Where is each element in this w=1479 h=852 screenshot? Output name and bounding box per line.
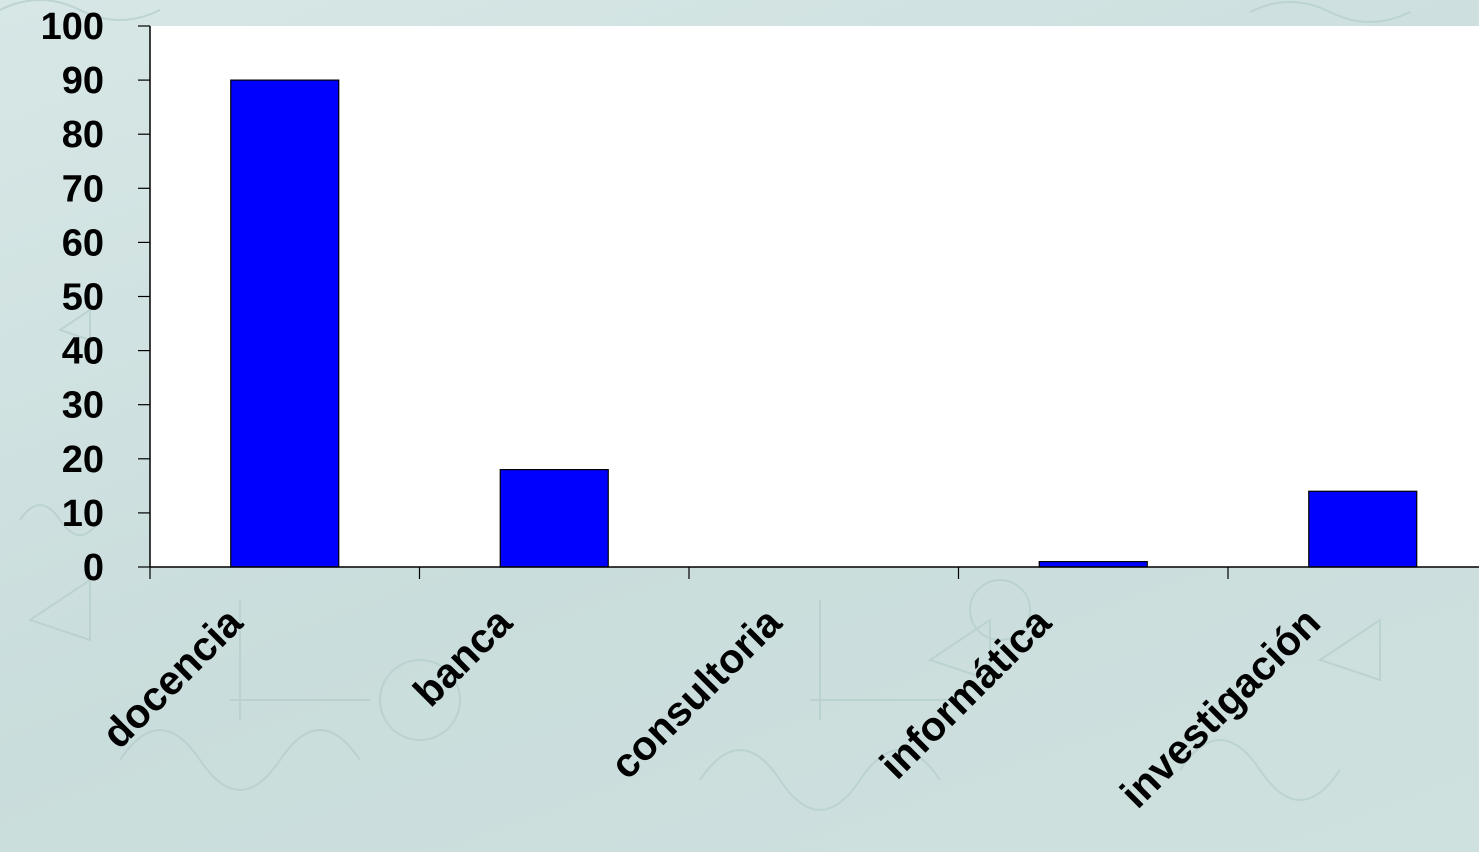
plot-area bbox=[150, 26, 1479, 567]
y-tick-label-30: 30 bbox=[62, 385, 104, 427]
x-tick-label-docencia: docencia bbox=[93, 598, 252, 757]
bar-investigación bbox=[1308, 490, 1418, 568]
x-tick-label-informática: informática bbox=[871, 598, 1061, 788]
x-tick-label-investigación: investigación bbox=[1111, 599, 1329, 817]
y-tick-label-0: 0 bbox=[83, 547, 104, 589]
bar-docencia bbox=[230, 79, 340, 568]
x-axis-category-labels: docencia banca consultoria informática inves… bbox=[93, 598, 1329, 817]
y-tick-label-100: 100 bbox=[41, 6, 104, 48]
y-tick-label-10: 10 bbox=[62, 493, 104, 535]
y-tick-label-40: 40 bbox=[62, 331, 104, 373]
y-tick-label-70: 70 bbox=[62, 168, 104, 210]
y-tick-label-50: 50 bbox=[62, 277, 104, 319]
bar-banca bbox=[499, 469, 609, 568]
x-tick-label-banca: banca bbox=[404, 598, 521, 715]
bars-group bbox=[230, 79, 1418, 568]
x-axis-ticks bbox=[149, 567, 1229, 579]
y-tick-label-90: 90 bbox=[62, 60, 104, 102]
y-axis-ticks bbox=[138, 25, 150, 568]
y-tick-label-80: 80 bbox=[62, 114, 104, 156]
y-tick-label-60: 60 bbox=[62, 222, 104, 264]
y-tick-label-20: 20 bbox=[62, 439, 104, 481]
y-axis-tick-labels: 0 10 20 30 40 50 60 70 80 90 100 bbox=[41, 6, 104, 589]
bar-informática bbox=[1038, 560, 1148, 568]
x-tick-label-consultoria: consultoria bbox=[601, 598, 791, 788]
